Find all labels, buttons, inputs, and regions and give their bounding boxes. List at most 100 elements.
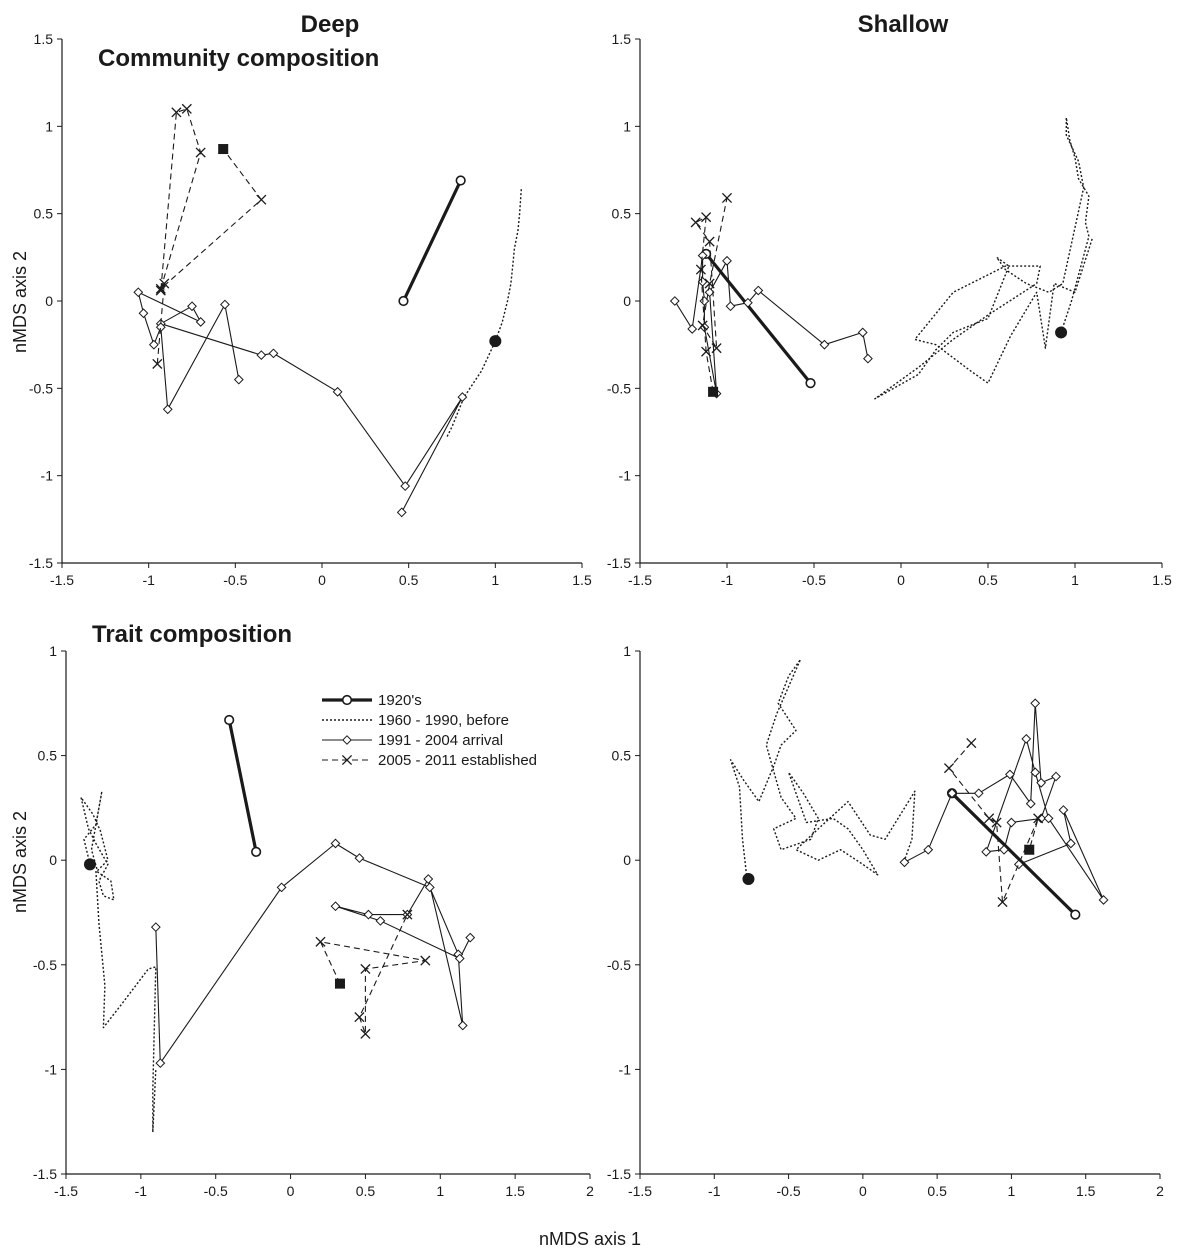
y-tick-label: -0.5 (29, 380, 53, 396)
series-diamond-point (1051, 771, 1061, 782)
series-diamond-point (947, 788, 957, 799)
series-cross-point (181, 103, 192, 114)
series-cross-point (704, 236, 715, 247)
x-tick-label: -1 (708, 1183, 721, 1199)
x-tick-label: -0.5 (204, 1183, 228, 1199)
series-diamond-point (1030, 698, 1041, 709)
legend-label: 1991 - 2004 arrival (378, 732, 503, 749)
y-tick-label: 1 (623, 118, 631, 134)
x-tick-label: 2 (1156, 1183, 1164, 1199)
legend-marker-cross (341, 754, 353, 766)
x-tick-label: 1 (491, 572, 499, 588)
series-diamond-point (457, 1020, 468, 1031)
series-diamond-point (457, 392, 468, 402)
x-tick-label: 1.5 (1076, 1183, 1096, 1199)
ylabel-top: nMDS axis 2 (10, 251, 30, 353)
series-diamond-point (697, 250, 708, 261)
xlabel: nMDS axis 1 (539, 1229, 641, 1249)
y-tick-label: 1.5 (612, 31, 632, 47)
series-cross-point (360, 1028, 371, 1039)
series-diamond-point (187, 301, 197, 312)
y-tick-label: 1 (45, 118, 53, 134)
panel-1: -1.5 -1 -0.5 0 0.5 1 1.5 -1.5 -1 -0.5 0 0.5 1 1.5 (607, 31, 1172, 588)
series-diamond-point (725, 301, 736, 312)
series-diamond-point (330, 838, 341, 849)
chart-panels: -1.5 -1 -0.5 0 0.5 1 1.5 -1.5 -1 -0.5 0 0.5 1 1.5 -1.5… (29, 31, 1172, 1199)
series-thick-point (455, 175, 466, 186)
series-cross-point (701, 212, 712, 223)
legend-label: 1920's (378, 692, 422, 709)
series-cross-point (690, 217, 701, 228)
series-diamond-point (1005, 769, 1015, 780)
series-diamond-point (1025, 798, 1036, 809)
y-tick-label: 0.5 (38, 748, 58, 764)
legend: 1920's 1960 - 1990, before 1991 - 2004 arr… (322, 692, 537, 769)
series-thick-point (805, 377, 816, 389)
series-cross-point (159, 278, 170, 289)
x-tick-label: 0 (859, 1183, 867, 1199)
series-diamond-point (162, 404, 173, 415)
series-thick-line (704, 252, 812, 385)
x-tick-label: -1 (721, 572, 734, 588)
series-diamond-line (904, 702, 1105, 901)
series-diamond-line (137, 291, 463, 513)
series-diamond-point (923, 844, 934, 855)
series-diamond-point (454, 953, 465, 964)
series-cross-point (701, 346, 712, 357)
series-diamond-point (424, 882, 435, 893)
series-diamond-point (375, 915, 386, 926)
legend-label: 1960 - 1990, before (378, 712, 509, 729)
y-tick-label: 0.5 (612, 206, 632, 222)
x-tick-label: 0 (318, 572, 326, 588)
series-diamond-point (396, 507, 407, 518)
series-diamond-point (150, 922, 161, 933)
y-tick-label: -1.5 (607, 555, 631, 571)
y-tick-label: -1 (41, 468, 54, 484)
series-thick-point (251, 846, 262, 857)
series-diamond-point (423, 874, 434, 884)
endpoint-square-marker (334, 978, 345, 989)
series-diamond-point (697, 276, 708, 287)
series-thick-point (398, 295, 409, 307)
panel-3: -1.5 -1 -0.5 0 0.5 1 -1.5 -1 -0.5 0 0.5 1 1.5 2 (607, 643, 1164, 1199)
col-title-shallow: Shallow (858, 11, 949, 38)
x-tick-label: -0.5 (223, 572, 247, 588)
x-tick-label: 1 (1008, 1183, 1016, 1199)
y-tick-label: -1 (619, 1061, 632, 1077)
series-thick-line (402, 179, 463, 302)
y-tick-label: 0 (623, 293, 631, 309)
endpoint-circle-marker (1055, 326, 1068, 339)
x-tick-label: 1 (436, 1183, 444, 1199)
series-diamond-point (268, 348, 279, 359)
series-cross-point (997, 896, 1008, 908)
legend-marker-diamond (342, 735, 352, 745)
series-thick-point (224, 714, 235, 726)
x-tick-label: 1 (1071, 572, 1079, 588)
series-diamond-point (330, 901, 341, 912)
x-tick-label: -0.5 (777, 1183, 801, 1199)
series-diamond-point (1021, 733, 1032, 744)
y-tick-label: -1.5 (29, 555, 53, 571)
series-diamond-point (155, 322, 166, 333)
series-cross-point (256, 194, 267, 205)
series-diamond-point (981, 846, 992, 857)
series-cross-point (943, 763, 955, 774)
series-cross-point (360, 963, 371, 975)
x-tick-label: 2 (586, 1183, 594, 1199)
x-tick-label: -1.5 (628, 1183, 652, 1199)
series-cross-point (315, 936, 326, 947)
series-diamond-point (1013, 859, 1024, 870)
x-tick-label: -1 (142, 572, 155, 588)
series-thick-line (950, 792, 1077, 916)
y-tick-label: 0 (49, 852, 57, 868)
series-diamond-point (155, 1058, 166, 1069)
series-diamond-point (465, 932, 476, 943)
x-tick-label: 0.5 (978, 572, 998, 588)
series-diamond-point (687, 324, 698, 334)
series-dotted-line (874, 116, 1094, 400)
series-diamond-point (1043, 813, 1054, 824)
series-diamond-point (819, 339, 830, 350)
series-cross-point (711, 343, 722, 354)
y-tick-label: -1 (45, 1061, 58, 1077)
x-tick-label: -1 (135, 1183, 148, 1199)
